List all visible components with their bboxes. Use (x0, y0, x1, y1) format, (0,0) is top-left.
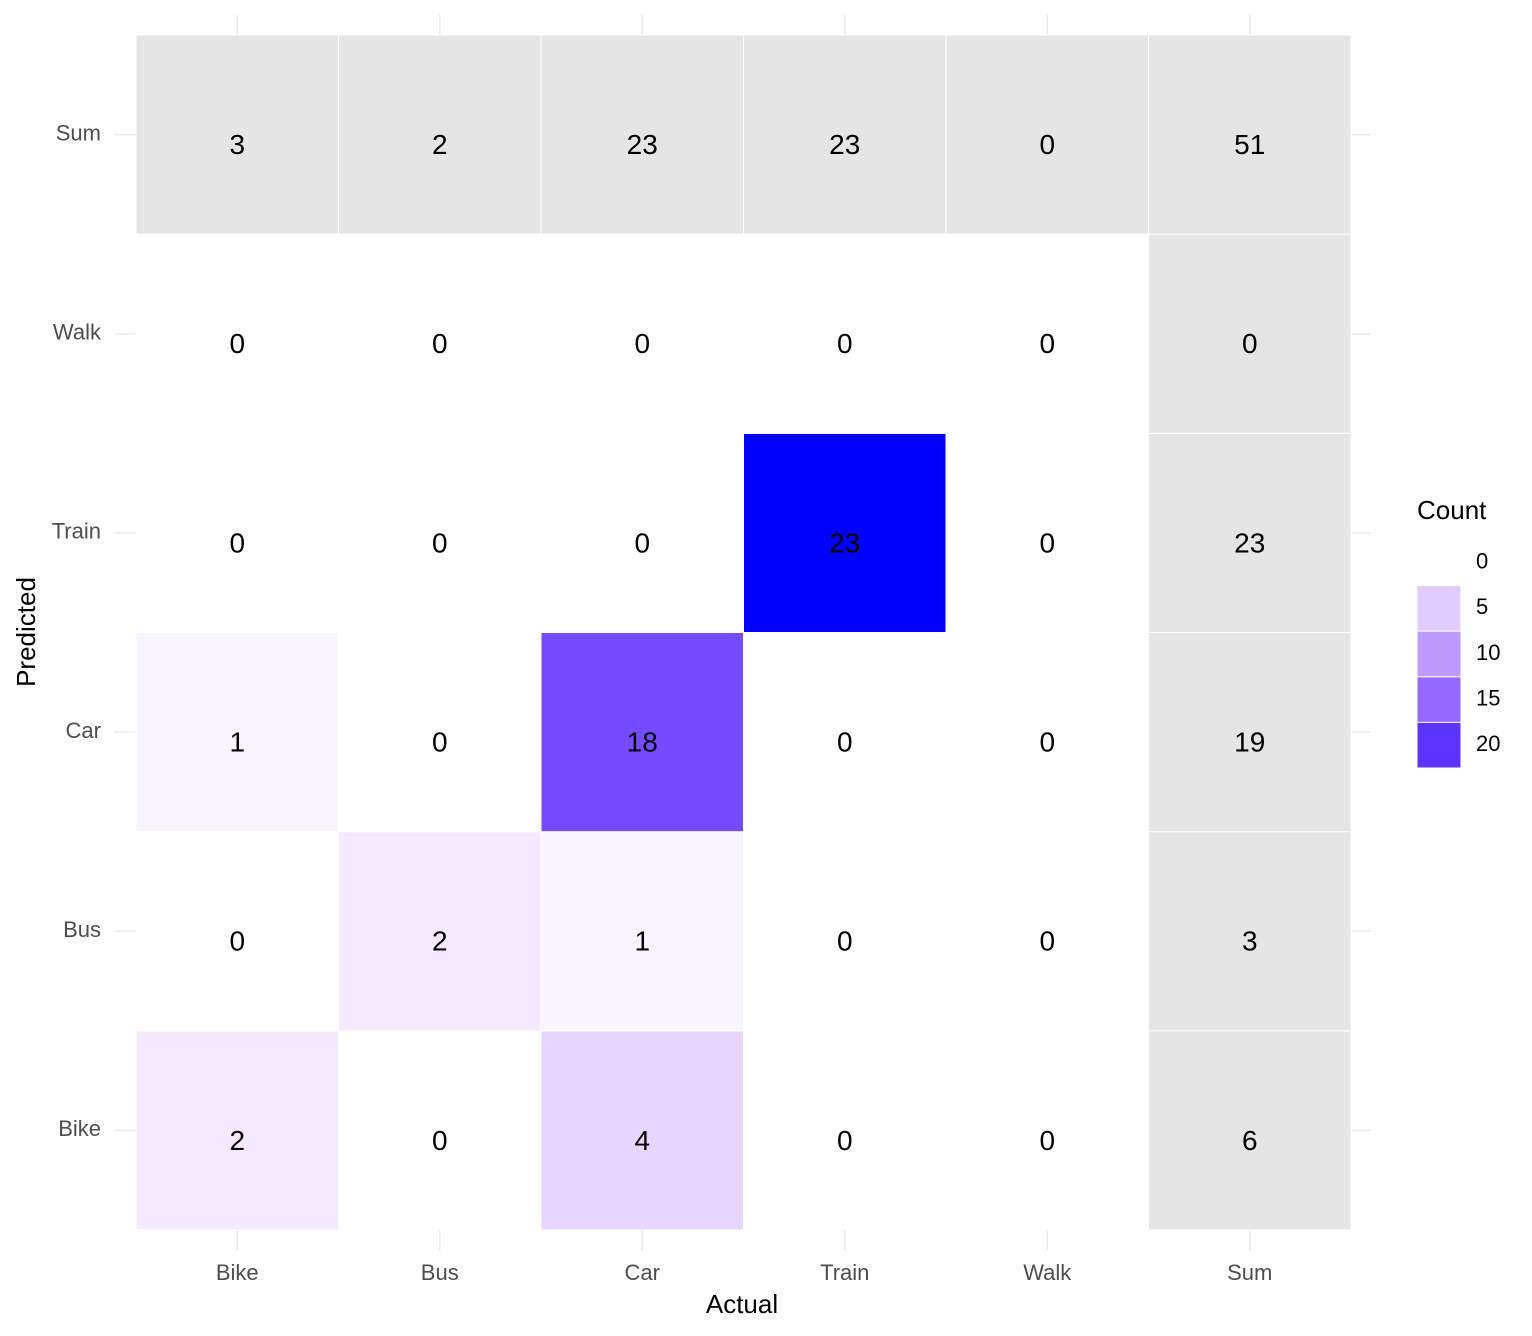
heatmap-cell (135, 1030, 339, 1231)
cell-label: 1 (229, 726, 245, 757)
heatmap-cell (743, 632, 947, 833)
x-tick-label: Train (820, 1260, 869, 1285)
cell-label: 51 (1234, 129, 1265, 160)
heatmap-cell (743, 831, 947, 1032)
cell-label: 2 (432, 926, 448, 957)
legend-swatch (1416, 585, 1462, 632)
x-tick-label: Bike (216, 1260, 259, 1285)
cell-label: 23 (829, 129, 860, 160)
heatmap-cell (945, 632, 1149, 833)
cell-label: 18 (627, 726, 658, 757)
cell-label: 0 (1039, 527, 1055, 558)
cell-label: 0 (229, 527, 245, 558)
y-tick-label: Car (66, 718, 101, 743)
cell-label: 19 (1234, 726, 1265, 757)
heatmap-cell (338, 34, 542, 235)
heatmap-cell (135, 432, 339, 634)
heatmap-cell (338, 831, 542, 1032)
heatmap-cell (945, 831, 1149, 1032)
heatmap-cell (135, 34, 339, 235)
cell-label: 0 (1039, 1125, 1055, 1156)
y-tick-label: Bus (63, 917, 101, 942)
heatmap-cell (743, 432, 947, 634)
y-tick-label: Sum (56, 120, 101, 145)
heatmap-cell (540, 632, 744, 833)
heatmap-cell (338, 432, 542, 634)
cell-label: 0 (229, 926, 245, 957)
cell-label: 23 (1234, 527, 1265, 558)
heatmap-cell (338, 632, 542, 833)
heatmap-cell (338, 233, 542, 434)
heatmap-cell (1148, 432, 1352, 634)
heatmap-cell (1148, 632, 1352, 833)
cell-label: 23 (829, 527, 860, 558)
legend-swatch (1416, 721, 1462, 769)
cell-label: 23 (627, 129, 658, 160)
cell-label: 0 (634, 527, 650, 558)
cell-label: 0 (432, 328, 448, 359)
cell-label: 0 (837, 328, 853, 359)
heatmap-cell (945, 233, 1149, 434)
legend-swatch (1416, 630, 1462, 678)
heatmap-cell (1148, 233, 1352, 434)
cell-label: 2 (229, 1125, 245, 1156)
cell-label: 0 (1039, 328, 1055, 359)
legend-label: 15 (1476, 685, 1500, 710)
cell-label: 3 (229, 129, 245, 160)
cell-label: 0 (634, 328, 650, 359)
cell-label: 2 (432, 129, 448, 160)
cell-label: 0 (837, 726, 853, 757)
heatmap-cell (1148, 831, 1352, 1032)
cell-label: 6 (1242, 1125, 1258, 1156)
x-tick-label: Bus (421, 1260, 459, 1285)
cell-label: 3 (1242, 926, 1258, 957)
cell-label: 4 (634, 1125, 650, 1156)
cell-label: 0 (432, 726, 448, 757)
x-axis-title: Actual (706, 1289, 778, 1319)
y-tick-label: Walk (53, 320, 102, 345)
legend-label: 20 (1476, 731, 1500, 756)
legend-title: Count (1417, 495, 1487, 525)
y-tick-label: Bike (58, 1116, 101, 1141)
legend-label: 0 (1476, 549, 1488, 574)
x-tick-label: Sum (1227, 1260, 1272, 1285)
cell-label: 0 (1039, 129, 1055, 160)
heatmap-cell (743, 34, 947, 235)
cell-label: 1 (634, 926, 650, 957)
cell-label: 0 (837, 926, 853, 957)
heatmap-cell (540, 432, 744, 634)
legend-label: 10 (1476, 640, 1500, 665)
legend-swatch (1416, 676, 1462, 723)
heatmap-cell (945, 1030, 1149, 1231)
heatmap-cell (338, 1030, 542, 1231)
heatmap-cell (540, 34, 744, 235)
x-tick-label: Walk (1023, 1260, 1072, 1285)
heatmap-cell (1148, 34, 1352, 235)
cell-label: 0 (432, 1125, 448, 1156)
legend-swatch (1416, 539, 1462, 587)
legend-label: 5 (1476, 594, 1488, 619)
cell-label: 0 (1039, 726, 1055, 757)
heatmap-cell (945, 34, 1149, 235)
cell-label: 0 (1039, 926, 1055, 957)
cell-label: 0 (837, 1125, 853, 1156)
x-tick-label: Car (625, 1260, 660, 1285)
cell-label: 0 (229, 328, 245, 359)
heatmap-cell (1148, 1030, 1352, 1231)
heatmap-cell (540, 233, 744, 434)
cell-label: 0 (1242, 328, 1258, 359)
cell-label: 0 (432, 527, 448, 558)
heatmap-cell (135, 632, 339, 833)
y-tick-label: Train (52, 519, 101, 544)
y-axis-title: Predicted (11, 577, 41, 687)
heatmap-cell (945, 432, 1149, 634)
heatmap-cell (135, 831, 339, 1032)
